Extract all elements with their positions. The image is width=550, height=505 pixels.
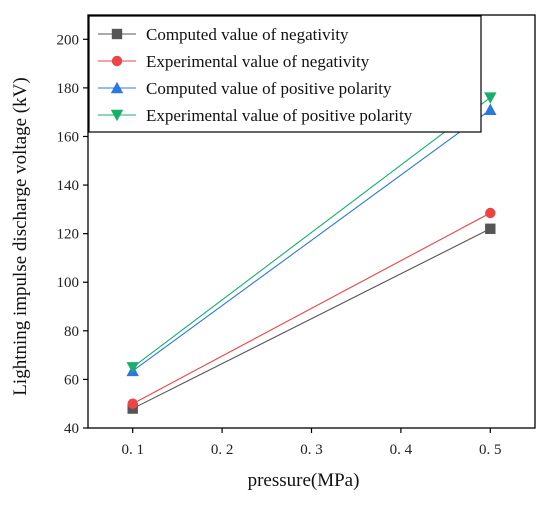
series-4 [126, 92, 497, 374]
data-point [485, 207, 496, 219]
x-tick-label: 0. 3 [300, 442, 323, 458]
x-axis-title: pressure(MPa) [248, 470, 360, 491]
legend-label: Computed value of positive polarity [146, 79, 392, 98]
y-tick-label: 180 [57, 81, 80, 97]
data-point [484, 92, 497, 104]
legend-item: Experimental value of positive polarity [98, 106, 413, 125]
series-1 [127, 223, 496, 414]
data-point [127, 398, 138, 409]
legend-label: Computed value of negativity [146, 25, 349, 44]
legend-label: Experimental value of positive polarity [146, 106, 413, 125]
y-tick-label: 200 [57, 32, 80, 48]
series-line [132, 212, 491, 405]
y-tick-label: 40 [64, 421, 79, 437]
series-line [132, 109, 491, 372]
y-tick-label: 100 [57, 275, 80, 291]
y-tick-label: 140 [57, 178, 80, 194]
legend-marker [111, 55, 123, 67]
series-group [126, 92, 497, 414]
data-point [484, 103, 497, 115]
data-point [126, 362, 139, 374]
x-axis: 0. 1 0. 2 0. 3 0. 4 0. 5 [121, 428, 502, 458]
data-point [485, 223, 496, 234]
legend-item: Computed value of negativity [98, 25, 349, 44]
series-line [132, 228, 491, 410]
x-tick-label: 0. 1 [121, 442, 144, 458]
x-tick-label: 0. 2 [211, 442, 234, 458]
series-line [132, 97, 491, 368]
legend-box [88, 15, 482, 133]
y-tick-label: 120 [57, 227, 80, 243]
legend-item: Experimental value of negativity [98, 52, 370, 71]
y-axis: 40 60 80 100 120 140 160 180 200 [57, 32, 88, 437]
y-tick-label: 80 [64, 324, 79, 340]
legend-marker [111, 28, 123, 40]
legend: Computed value of negativity Experimental… [88, 15, 482, 133]
legend-marker [110, 109, 124, 122]
x-tick-label: 0. 4 [390, 442, 413, 458]
y-axis-title: Lightning impulse discharge voltage (kV) [10, 77, 31, 395]
x-tick-label: 0. 5 [479, 442, 502, 458]
series-2 [127, 207, 496, 409]
legend-marker [110, 81, 124, 94]
y-tick-label: 160 [57, 129, 80, 145]
legend-label: Experimental value of negativity [146, 52, 370, 71]
y-tick-label: 60 [64, 372, 79, 388]
legend-item: Computed value of positive polarity [98, 79, 392, 98]
